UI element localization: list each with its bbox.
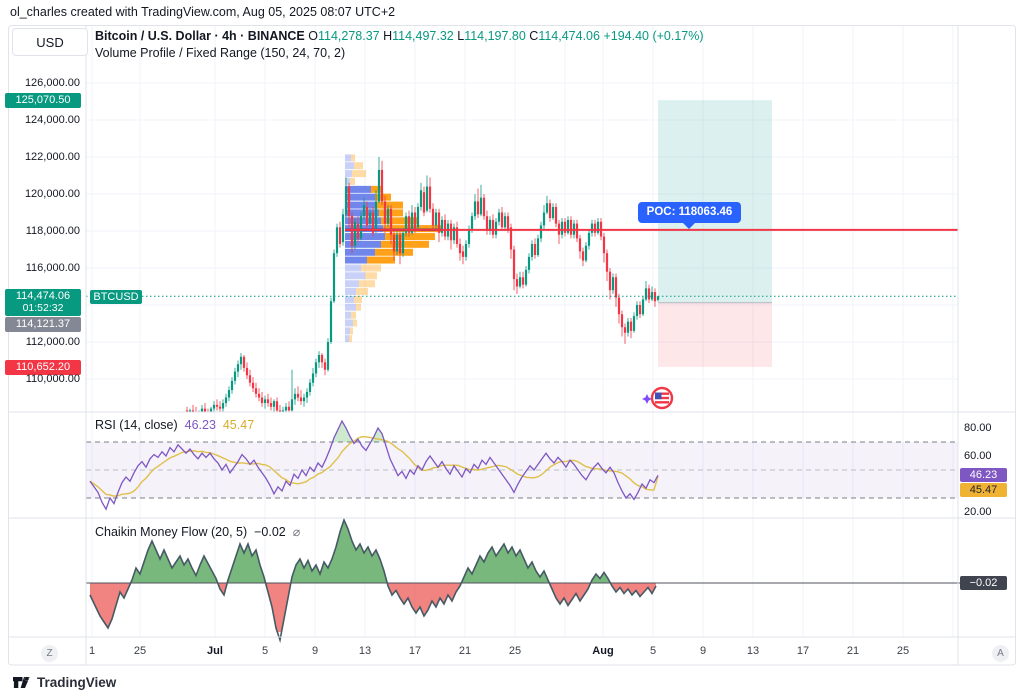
rsi-value-badge: 46.23 [960, 468, 1007, 482]
ohlc-key: L [453, 29, 465, 43]
axis-settings-button[interactable]: A [992, 645, 1009, 662]
rsi-ma-value: 45.47 [222, 418, 255, 432]
price-axis-label: 118,000.00 [25, 224, 80, 237]
time-axis-label: Jul [207, 645, 223, 657]
price-axis-label: 112,000.00 [25, 335, 80, 348]
us-economic-event-icon[interactable] [641, 384, 677, 412]
entry-price-badge: 114,121.37 [5, 317, 81, 332]
time-axis-label: 25 [896, 645, 910, 657]
rsi-axis-label: 60.00 [964, 449, 992, 462]
ohlc-key: H [379, 29, 393, 43]
ohlc-value: 114,497.32 [392, 29, 454, 43]
cmf-legend[interactable]: Chaikin Money Flow (20, 5) −0.02 ⌀ [95, 524, 300, 539]
time-axis-label: 9 [311, 645, 319, 657]
target-price-badge: 125,070.50 [5, 93, 81, 108]
price-axis-label: 120,000.00 [24, 187, 80, 200]
time-axis-label: 13 [746, 645, 760, 657]
timezone-button[interactable]: Z [41, 645, 58, 662]
change-value: +194.40 (+0.17%) [603, 29, 704, 43]
tradingview-mark-icon [13, 676, 30, 688]
symbol-price-label: BTCUSD [90, 290, 142, 304]
symbol-legend[interactable]: Bitcoin / U.S. Dollar · 4h · BINANCE O11… [95, 29, 704, 43]
time-axis-label: 5 [261, 645, 269, 657]
brand-text: TradingView [37, 675, 117, 690]
price-axis-label: 126,000.00 [24, 76, 80, 89]
cmf-value: −0.02 [254, 525, 286, 539]
time-axis-label: 25 [508, 645, 522, 657]
ohlc-value: 114,474.06 [538, 29, 600, 43]
rsi-value: 46.23 [184, 418, 216, 432]
stop-price-badge: 110,652.20 [5, 360, 81, 375]
ohlc-values: O114,278.37 H114,497.32 L114,197.80 C114… [308, 29, 603, 43]
current-price-badge: 114,474.06 01:52:32 [5, 289, 81, 316]
current-price: 114,474.06 [15, 290, 71, 302]
time-axis-label: 21 [846, 645, 860, 657]
cmf-label[interactable]: Chaikin Money Flow (20, 5) [95, 525, 248, 539]
time-axis-label: 9 [699, 645, 707, 657]
time-axis-label: Aug [592, 645, 614, 657]
ohlc-value: 114,197.80 [464, 29, 526, 43]
poc-tooltip[interactable]: POC: 118063.46 [638, 202, 741, 229]
rsi-axis-label: 80.00 [964, 421, 992, 434]
price-axis-label: 110,000.00 [25, 372, 80, 385]
time-axis-label: 13 [358, 645, 372, 657]
symbol-title[interactable]: Bitcoin / U.S. Dollar · 4h · BINANCE [95, 29, 305, 43]
cmf-zero-symbol: ⌀ [292, 525, 301, 539]
snapshot-credit: ol_charles created with TradingView.com,… [10, 5, 396, 19]
price-axis-label: 122,000.00 [24, 150, 80, 163]
price-axis-label: 116,000.00 [25, 261, 80, 274]
ohlc-key: C [525, 29, 539, 43]
ohlc-key: O [308, 29, 318, 43]
time-axis-label: 21 [458, 645, 472, 657]
time-axis-label: 5 [649, 645, 657, 657]
time-axis-label: 1 [88, 645, 96, 657]
rsi-legend[interactable]: RSI (14, close) 46.23 45.47 [95, 418, 254, 432]
rsi-axis-label: 20.00 [964, 505, 992, 518]
currency-button[interactable]: USD [12, 28, 88, 56]
bar-countdown: 01:52:32 [22, 302, 64, 314]
tradingview-logo[interactable]: TradingView [12, 673, 116, 692]
cmf-value-badge: −0.02 [960, 576, 1007, 590]
rsi-label[interactable]: RSI (14, close) [95, 418, 178, 432]
time-axis-label: 17 [796, 645, 810, 657]
volume-profile-legend[interactable]: Volume Profile / Fixed Range (150, 24, 7… [95, 46, 346, 60]
ohlc-value: 114,278.37 [317, 29, 380, 43]
rsi-ma-badge: 45.47 [960, 483, 1007, 497]
price-axis-label: 124,000.00 [24, 113, 80, 126]
time-axis-label: 17 [408, 645, 422, 657]
time-axis-label: 25 [133, 645, 147, 657]
